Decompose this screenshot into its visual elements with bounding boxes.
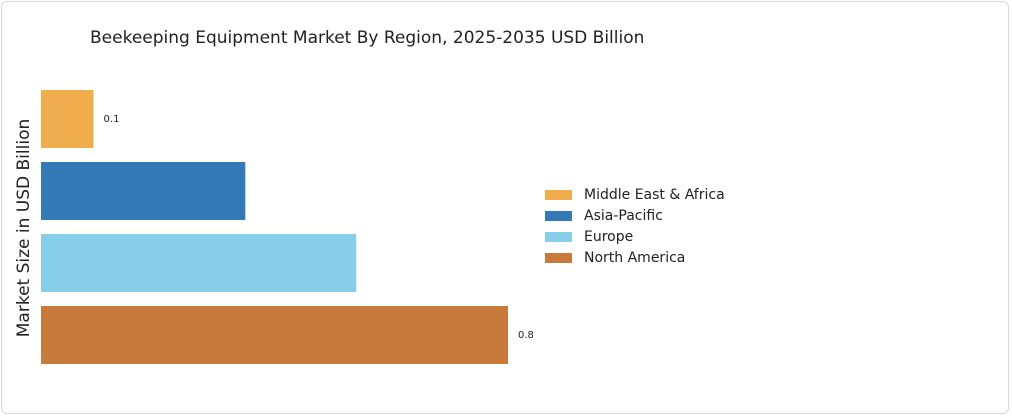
legend-swatch xyxy=(545,211,572,221)
bar xyxy=(41,162,246,220)
value-label: 0.1 xyxy=(104,114,120,125)
legend-label: North America xyxy=(584,250,685,266)
legend-label: Europe xyxy=(584,229,633,245)
legend-swatch xyxy=(545,253,572,263)
bar xyxy=(41,234,357,292)
legend-label: Asia-Pacific xyxy=(584,208,663,224)
bar xyxy=(41,306,508,364)
y-axis-label: Market Size in USD Billion xyxy=(14,119,34,338)
value-label: 0.8 xyxy=(518,330,534,341)
chart-title: Beekeeping Equipment Market By Region, 2… xyxy=(90,28,644,48)
bar xyxy=(41,90,94,148)
legend-label: Middle East & Africa xyxy=(584,187,725,203)
legend-swatch xyxy=(545,190,572,200)
legend-swatch xyxy=(545,232,572,242)
